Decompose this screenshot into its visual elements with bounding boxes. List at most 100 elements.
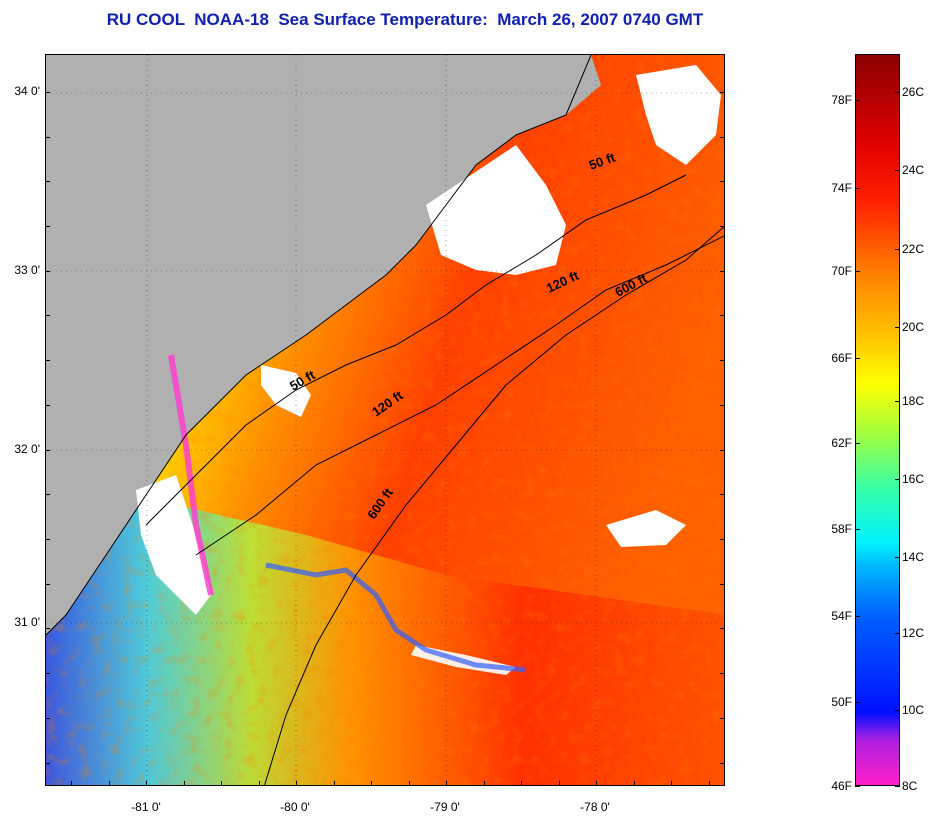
map-tick	[596, 781, 597, 786]
colorbar-tick	[895, 710, 900, 711]
colorbar-label-c: 24C	[902, 163, 925, 177]
map-tick	[71, 781, 72, 786]
map-tick	[720, 137, 725, 138]
colorbar-tick	[855, 271, 860, 272]
map-tick	[634, 781, 635, 786]
map-tick	[720, 226, 725, 227]
map-tick	[559, 781, 560, 786]
cold-coastal-band	[168, 354, 214, 596]
isobath-120ft	[195, 235, 724, 556]
colorbar-label-c: 16C	[902, 472, 925, 486]
map-tick	[259, 781, 260, 786]
colorbar-tick	[895, 633, 900, 634]
colorbar-label-c: 18C	[902, 394, 925, 408]
map-tick	[45, 628, 50, 629]
map-tick	[45, 226, 50, 227]
colorbar-tick	[895, 479, 900, 480]
map-tick	[45, 494, 50, 495]
map-tick	[720, 718, 725, 719]
colorbar-tick	[855, 188, 860, 189]
map-tick	[371, 781, 372, 786]
sst-map[interactable]: 50 ft 120 ft 600 ft 50 ft 120 ft 600 ft	[45, 54, 725, 786]
map-tick	[720, 405, 725, 406]
colorbar-label-f: 66F	[831, 351, 852, 365]
colorbar-label-f: 54F	[831, 609, 852, 623]
map-tick	[45, 360, 50, 361]
map-tick	[296, 781, 297, 786]
map-tick	[184, 781, 185, 786]
map-tick	[720, 360, 725, 361]
map-title: RU COOL NOAA-18 Sea Surface Temperature:…	[106, 10, 704, 29]
colorbar-label-f: 74F	[831, 181, 852, 195]
colorbar-label-f: 62F	[831, 436, 852, 450]
sst-map-canvas: 50 ft 120 ft 600 ft 50 ft 120 ft 600 ft	[46, 55, 724, 785]
colorbar-tick	[855, 529, 860, 530]
map-tick	[45, 539, 50, 540]
map-tick	[720, 539, 725, 540]
map-tick	[720, 315, 725, 316]
colorbar-tick	[855, 100, 860, 101]
colorbar-gradient	[855, 54, 900, 786]
map-tick	[45, 315, 50, 316]
colorbar-label-c: 20C	[902, 320, 925, 334]
colorbar-label-c: 12C	[902, 626, 925, 640]
map-tick	[45, 137, 50, 138]
map-tick	[720, 450, 725, 451]
colorbar-label-c: 10C	[902, 703, 925, 717]
cloud-north	[426, 145, 566, 275]
map-tick	[45, 405, 50, 406]
map-tick	[109, 781, 110, 786]
colorbar-label-f: 46F	[831, 779, 852, 793]
map-tick	[720, 673, 725, 674]
map-tick	[146, 781, 147, 786]
colorbar-tick	[855, 702, 860, 703]
map-tick	[409, 781, 410, 786]
map-tick	[45, 450, 50, 451]
lon-label-79: -79 0'	[430, 800, 460, 814]
lon-label-80: -80 0'	[280, 800, 310, 814]
colorbar-tick	[895, 401, 900, 402]
map-tick	[720, 584, 725, 585]
map-tick	[720, 271, 725, 272]
map-tick	[720, 181, 725, 182]
map-tick	[446, 781, 447, 786]
lat-label-34: 34 0'	[14, 84, 40, 98]
lon-label-78: -78 0'	[580, 800, 610, 814]
map-tick	[45, 271, 50, 272]
cloud-coastal-mid	[261, 365, 311, 417]
map-tick	[720, 494, 725, 495]
colorbar-label-c: 26C	[902, 85, 925, 99]
lat-label-31: 31 0'	[14, 615, 40, 629]
cloud-north-east	[636, 65, 721, 165]
map-tick	[45, 92, 50, 93]
colorbar-tick	[855, 616, 860, 617]
map-tick	[720, 628, 725, 629]
map-tick	[221, 781, 222, 786]
map-tick	[720, 763, 725, 764]
cloud-coastal-south	[136, 475, 211, 615]
map-tick	[45, 673, 50, 674]
map-tick	[45, 584, 50, 585]
isobath-600ft	[264, 226, 724, 785]
colorbar-tick	[855, 786, 860, 787]
lat-label-33: 33 0'	[14, 263, 40, 277]
temperature-colorbar	[855, 54, 900, 786]
colorbar-label-f: 50F	[831, 695, 852, 709]
colorbar-label-c: 14C	[902, 550, 925, 564]
colorbar-label-f: 58F	[831, 522, 852, 536]
colorbar-label-c: 22C	[902, 242, 925, 256]
colorbar-label-f: 78F	[831, 93, 852, 107]
map-tick	[720, 92, 725, 93]
colorbar-label-c: 8C	[902, 779, 918, 793]
map-tick	[671, 781, 672, 786]
colorbar-tick	[895, 92, 900, 93]
map-tick	[45, 763, 50, 764]
cloud-offshore-east	[606, 510, 686, 547]
graticule	[46, 55, 724, 785]
coastline	[46, 55, 592, 636]
lon-label-81: -81 0'	[131, 800, 161, 814]
colorbar-tick	[895, 327, 900, 328]
map-tick	[484, 781, 485, 786]
colorbar-tick	[895, 786, 900, 787]
map-tick	[45, 181, 50, 182]
